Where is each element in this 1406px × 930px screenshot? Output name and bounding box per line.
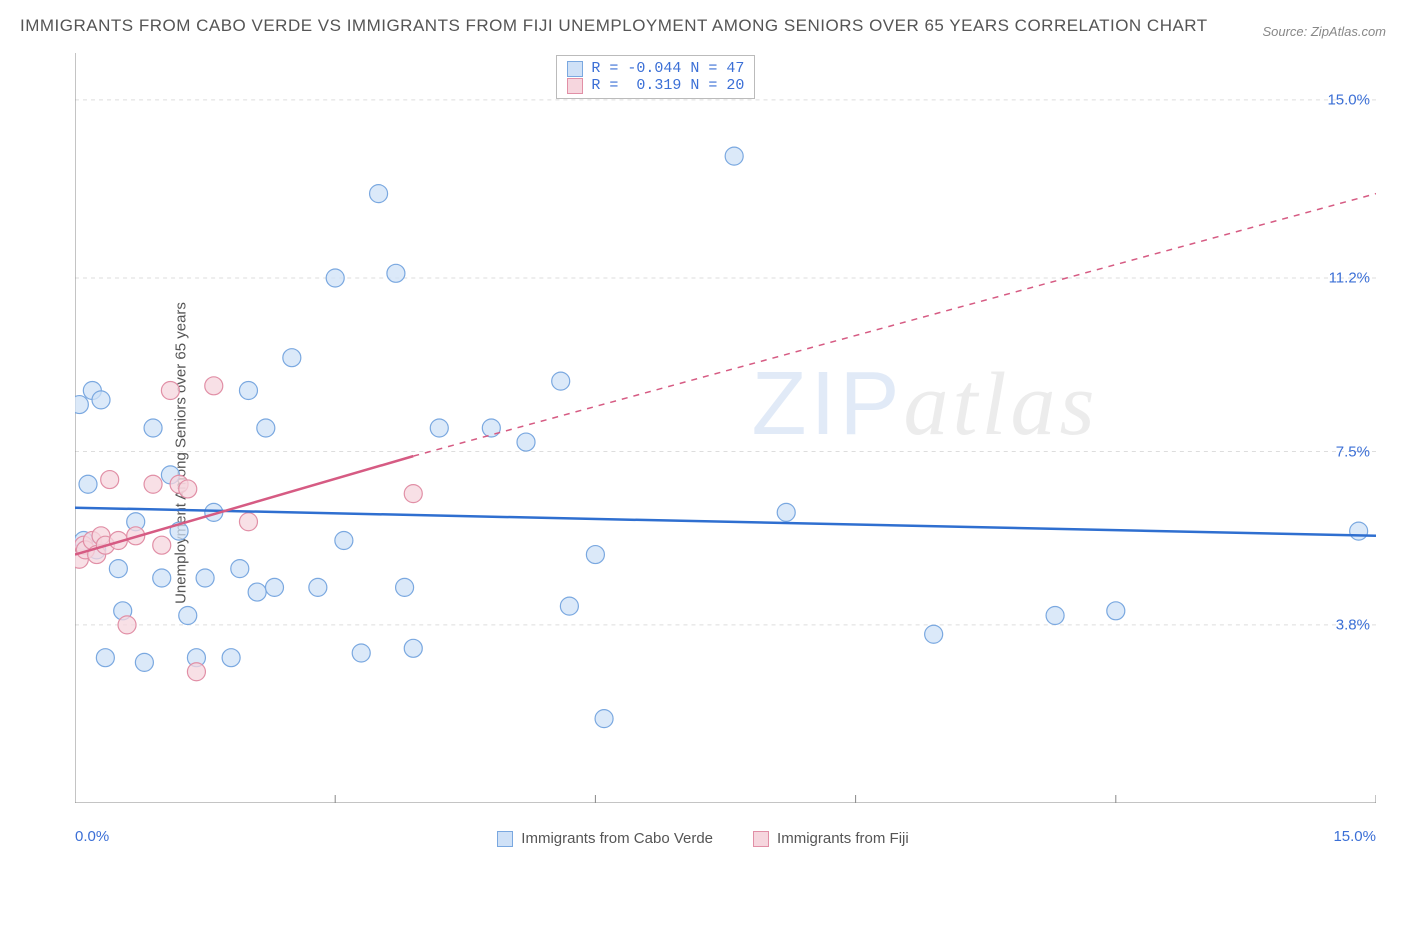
bottom-legend: Immigrants from Cabo Verde Immigrants fro… (20, 830, 1386, 847)
legend-label: Immigrants from Fiji (777, 830, 909, 847)
y-tick-label: 11.2% (1329, 270, 1370, 287)
stats-swatch (567, 61, 583, 77)
plot-area: ZIPatlas R = -0.044 N = 47R = 0.319 N = … (75, 53, 1376, 803)
legend-item-fiji: Immigrants from Fiji (753, 830, 909, 847)
legend-swatch (497, 831, 513, 847)
y-tick-label: 3.8% (1336, 617, 1370, 634)
correlation-stats-box: R = -0.044 N = 47R = 0.319 N = 20 (556, 55, 755, 99)
stats-row-cabo_verde: R = -0.044 N = 47 (567, 60, 744, 77)
y-tick-label: 15.0% (1327, 92, 1370, 109)
legend-item-cabo_verde: Immigrants from Cabo Verde (497, 830, 713, 847)
stats-swatch (567, 78, 583, 94)
legend-label: Immigrants from Cabo Verde (521, 830, 713, 847)
chart-title: IMMIGRANTS FROM CABO VERDE VS IMMIGRANTS… (20, 12, 1208, 39)
legend-swatch (753, 831, 769, 847)
stats-text: R = -0.044 N = 47 (591, 60, 744, 77)
source-attribution: Source: ZipAtlas.com (1262, 24, 1386, 39)
chart-container: Unemployment Among Seniors over 65 years… (20, 43, 1386, 863)
scatter-chart (75, 53, 1376, 803)
stats-text: R = 0.319 N = 20 (591, 77, 744, 94)
stats-row-fiji: R = 0.319 N = 20 (567, 77, 744, 94)
y-tick-label: 7.5% (1336, 443, 1370, 460)
